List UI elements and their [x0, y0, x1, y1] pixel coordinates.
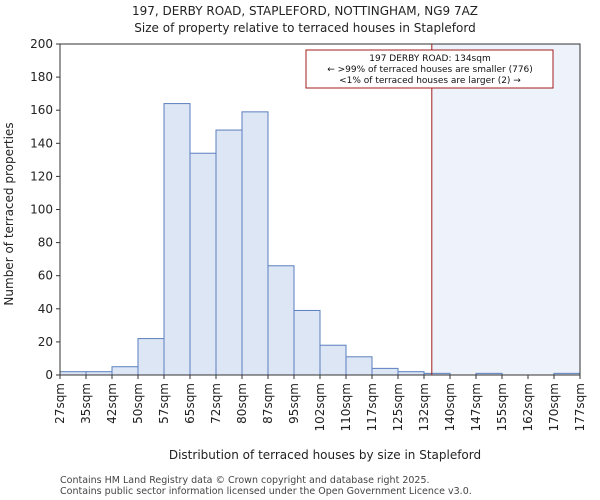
y-axis-label: Number of terraced properties	[2, 122, 16, 305]
footer-line-2: Contains public sector information licen…	[60, 486, 472, 497]
x-tick-label: 65sqm	[183, 383, 197, 424]
bar	[111, 366, 139, 376]
y-tick-label: 160	[30, 103, 53, 117]
x-tick-label: 117sqm	[365, 383, 379, 431]
x-tick-label: 140sqm	[443, 383, 457, 431]
x-tick-label: 80sqm	[235, 383, 249, 424]
bar	[371, 367, 399, 376]
larger-region-highlight	[431, 44, 580, 375]
y-tick-label: 40	[38, 302, 53, 316]
annotation-box: 197 DERBY ROAD: 134sqm ← >99% of terrace…	[305, 49, 554, 89]
y-tick-label: 20	[38, 335, 53, 349]
x-tick-label: 162sqm	[521, 383, 535, 431]
x-tick-label: 170sqm	[547, 383, 561, 431]
x-tick-label: 125sqm	[391, 383, 405, 431]
annotation-line-3: <1% of terraced houses are larger (2) →	[339, 76, 521, 86]
y-tick-label: 100	[30, 203, 53, 217]
bar	[267, 265, 295, 376]
x-tick-label: 147sqm	[469, 383, 483, 431]
x-tick-label: 155sqm	[495, 383, 509, 431]
chart-subtitle: Size of property relative to terraced ho…	[134, 21, 475, 35]
x-tick-label: 177sqm	[573, 383, 587, 431]
y-tick-label: 200	[30, 37, 53, 51]
x-tick-label: 27sqm	[53, 383, 67, 424]
x-tick-label: 57sqm	[157, 383, 171, 424]
y-tick-label: 60	[38, 269, 53, 283]
bar	[163, 103, 191, 376]
x-tick-label: 42sqm	[105, 383, 119, 424]
y-tick-label: 140	[30, 136, 53, 150]
x-tick-label: 87sqm	[261, 383, 275, 424]
bar	[241, 111, 269, 376]
x-tick-label: 50sqm	[131, 383, 145, 424]
bar	[189, 152, 217, 376]
bar	[345, 356, 373, 376]
bar	[137, 338, 165, 376]
x-tick-label: 72sqm	[209, 383, 223, 424]
footer-line-1: Contains HM Land Registry data © Crown c…	[60, 475, 430, 486]
x-tick-label: 35sqm	[79, 383, 93, 424]
y-tick-label: 0	[45, 368, 53, 382]
x-tick-label: 102sqm	[313, 383, 327, 431]
y-tick-label: 80	[38, 236, 53, 250]
annotation-line-2: ← >99% of terraced houses are smaller (7…	[327, 65, 533, 75]
x-tick-label: 95sqm	[287, 383, 301, 424]
x-tick-label: 132sqm	[417, 383, 431, 431]
y-tick-label: 120	[30, 169, 53, 183]
x-axis-label: Distribution of terraced houses by size …	[169, 448, 481, 462]
x-tick-label: 110sqm	[339, 383, 353, 431]
annotation-line-1: 197 DERBY ROAD: 134sqm	[369, 54, 490, 64]
bar	[319, 344, 347, 376]
bar	[293, 309, 321, 376]
chart-title: 197, DERBY ROAD, STAPLEFORD, NOTTINGHAM,…	[132, 4, 478, 18]
bar	[215, 129, 243, 376]
y-tick-label: 180	[30, 70, 53, 84]
